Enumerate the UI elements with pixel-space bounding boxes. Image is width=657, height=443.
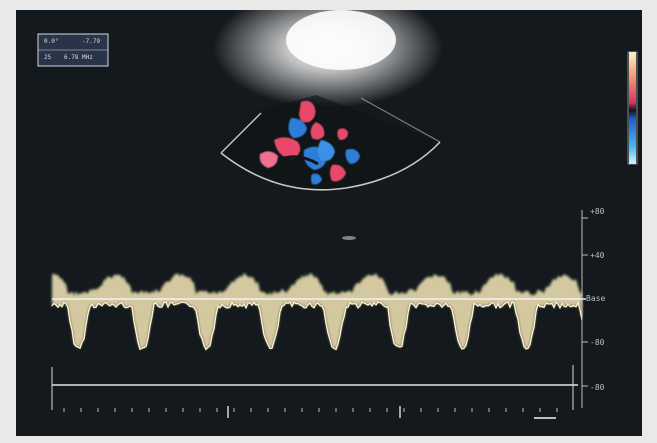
info-value: -7.79 (82, 38, 101, 45)
color-scale-bar (629, 52, 636, 164)
time-axis (51, 365, 578, 419)
spectral-doppler (51, 210, 588, 408)
info-angle: 0.0° (44, 38, 59, 45)
color-doppler-sector (220, 95, 441, 191)
scale-label-lower: -80 (590, 338, 605, 347)
info-frequency: 6.78 MHz (64, 54, 93, 61)
ultrasound-monitor (16, 10, 642, 436)
scale-label-bottom: -80 (590, 383, 605, 392)
info-panel (37, 33, 109, 67)
scale-label-baseline: Base (586, 294, 606, 303)
scale-label-upper: +40 (590, 251, 605, 260)
info-gain: 25 (44, 54, 52, 61)
scale-label-top: +80 (590, 207, 605, 216)
